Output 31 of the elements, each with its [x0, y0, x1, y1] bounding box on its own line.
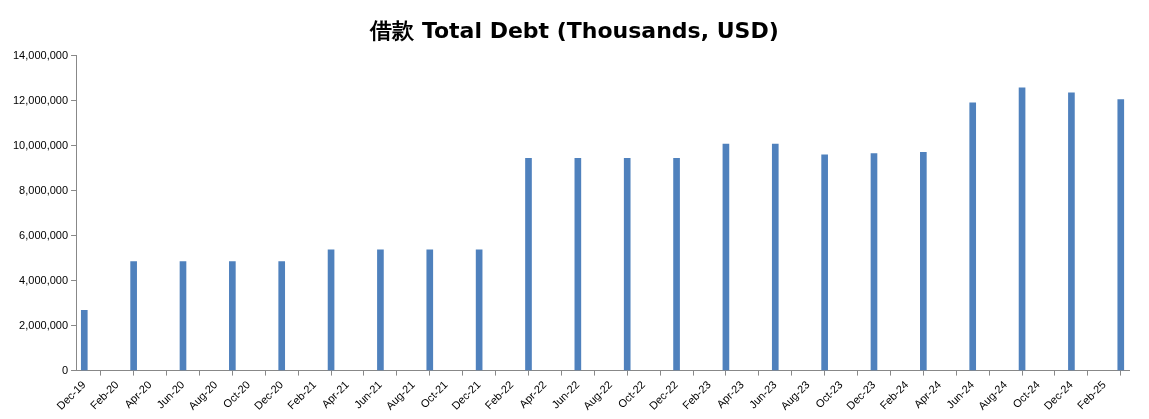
y-tick-label: 8,000,000: [19, 183, 69, 196]
bar: [1018, 87, 1026, 371]
bar: [623, 158, 631, 371]
bar: [722, 143, 730, 371]
bar: [821, 154, 828, 371]
bar: [179, 261, 187, 371]
bar: [870, 153, 878, 371]
y-tick-label: 4,000,000: [19, 273, 69, 286]
bar: [1068, 92, 1075, 371]
bar: [771, 143, 779, 371]
bar: [574, 158, 582, 371]
bar: [229, 261, 236, 371]
bar: [130, 261, 137, 371]
bar: [475, 249, 483, 371]
y-tick-label: 14,000,000: [12, 48, 69, 61]
bar: [969, 102, 977, 371]
bar: [920, 152, 927, 371]
y-tick-label: 0: [61, 363, 69, 376]
y-tick-label: 2,000,000: [19, 318, 69, 331]
bar: [1117, 99, 1125, 371]
bar: [426, 249, 434, 371]
bar: [327, 249, 335, 371]
y-tick-label: 10,000,000: [12, 138, 69, 151]
chart-title: 借款 Total Debt (Thousands, USD): [368, 17, 780, 45]
bar: [525, 158, 532, 371]
y-tick-label: 6,000,000: [19, 228, 69, 241]
bar: [377, 249, 384, 371]
bar: [673, 158, 680, 371]
bar: [278, 261, 286, 371]
bar: [80, 309, 88, 371]
y-tick-label: 12,000,000: [12, 93, 69, 106]
